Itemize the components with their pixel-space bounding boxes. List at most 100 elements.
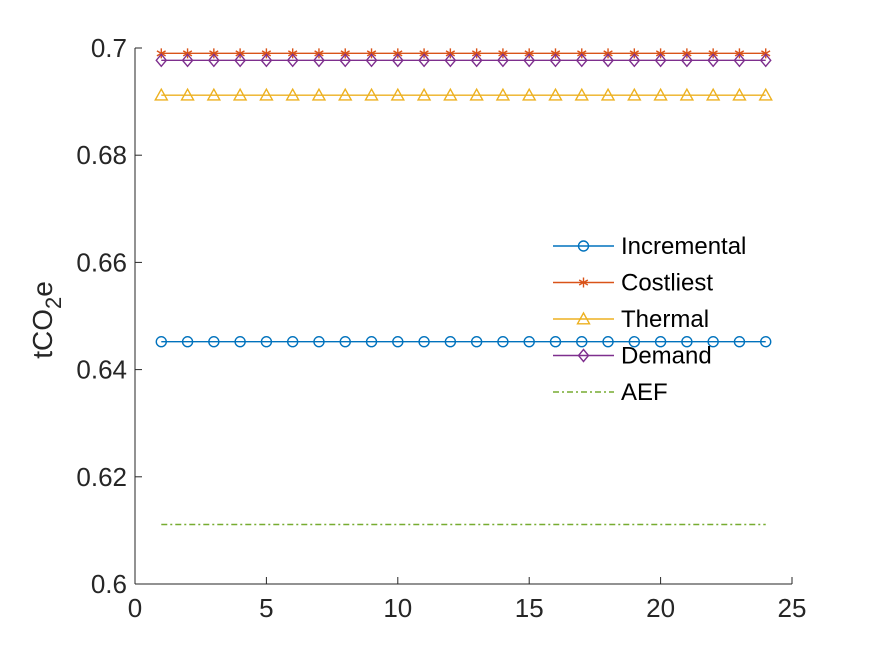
data-point — [733, 53, 746, 68]
data-point — [313, 53, 325, 68]
x-tick-label: 5 — [259, 593, 273, 623]
y-tick-label: 0.6 — [91, 569, 127, 599]
data-point — [575, 53, 588, 68]
legend-marker — [576, 311, 591, 325]
data-point — [549, 336, 562, 348]
legend-marker — [578, 277, 589, 288]
data-point — [679, 87, 695, 101]
data-point — [759, 53, 772, 68]
data-point — [208, 336, 220, 348]
data-point — [602, 336, 614, 348]
data-point — [574, 87, 589, 101]
data-point — [365, 53, 378, 68]
data-point — [444, 53, 457, 68]
data-point — [418, 53, 430, 68]
x-tick-label: 15 — [515, 593, 544, 623]
x-tick-label: 25 — [778, 593, 807, 623]
y-tick-label: 0.62 — [76, 462, 127, 492]
data-point — [206, 87, 222, 101]
data-point — [154, 87, 169, 101]
series-demand — [155, 53, 772, 68]
data-point — [523, 336, 535, 348]
legend-label: Costliest — [621, 270, 713, 297]
data-point — [286, 53, 299, 68]
data-point — [707, 53, 720, 68]
data-point — [365, 336, 378, 348]
data-point — [285, 87, 300, 101]
legend: Incremental Costliest Thermal Demand AEF — [553, 233, 746, 406]
data-point — [522, 87, 537, 101]
data-point — [628, 53, 641, 68]
legend-marker — [577, 240, 590, 252]
data-point — [495, 87, 511, 101]
legend-label: Demand — [621, 343, 712, 370]
data-point — [470, 336, 483, 348]
series-thermal — [154, 87, 773, 101]
y-axis-label: tCO2e — [27, 281, 66, 359]
marker-stroke — [578, 279, 589, 286]
data-point — [339, 336, 351, 348]
data-point — [548, 87, 563, 101]
data-point — [416, 87, 432, 101]
axes: 0 5 10 15 20 25 0.6 0.62 0.64 0.66 0.68 0.7 — [76, 33, 806, 623]
data-point — [311, 87, 327, 101]
x-tick-label: 0 — [128, 593, 142, 623]
data-point — [234, 53, 247, 68]
data-point — [392, 336, 404, 348]
legend-entry: Thermal — [553, 306, 709, 333]
data-point — [443, 87, 458, 101]
data-point — [497, 336, 509, 348]
data-point — [181, 336, 194, 348]
data-point — [758, 87, 773, 101]
data-point — [444, 336, 457, 348]
x-tick-label: 20 — [646, 593, 675, 623]
data-point — [497, 53, 509, 68]
data-point — [232, 87, 248, 101]
data-point — [680, 53, 693, 68]
data-point — [627, 87, 642, 101]
data-point — [313, 336, 325, 348]
data-point — [364, 87, 379, 101]
data-point — [628, 336, 641, 348]
legend-label: Incremental — [621, 233, 746, 260]
legend-label: Thermal — [621, 306, 709, 333]
data-point — [180, 87, 195, 101]
series-layer — [154, 48, 773, 526]
data-point — [681, 336, 693, 348]
y-tick-label: 0.66 — [76, 247, 127, 277]
data-point — [707, 336, 719, 348]
data-point — [155, 336, 167, 348]
data-point — [549, 53, 562, 68]
data-point — [705, 87, 721, 101]
data-point — [654, 53, 667, 68]
data-point — [732, 87, 747, 101]
data-point — [760, 336, 772, 348]
data-point — [260, 336, 273, 348]
legend-entry: Demand — [553, 343, 712, 370]
data-point — [286, 336, 299, 348]
data-point — [469, 87, 484, 101]
data-point — [418, 336, 430, 348]
data-point — [339, 53, 352, 68]
data-point — [470, 53, 483, 68]
legend-entry: Costliest — [553, 270, 713, 297]
legend-marker — [577, 348, 590, 363]
data-point — [338, 87, 353, 101]
data-point — [653, 87, 668, 101]
data-point — [260, 53, 273, 68]
data-point — [259, 87, 274, 101]
series-costliest — [156, 48, 771, 59]
data-point — [207, 53, 220, 68]
data-point — [600, 87, 616, 101]
data-point — [523, 53, 536, 68]
x-tick-label: 10 — [383, 593, 412, 623]
data-point — [602, 53, 614, 68]
data-point — [155, 53, 168, 68]
data-point — [390, 87, 405, 101]
data-point — [181, 53, 194, 68]
series-incremental — [155, 336, 772, 348]
legend-label: AEF — [621, 379, 668, 406]
data-point — [391, 53, 404, 68]
y-tick-label: 0.7 — [91, 33, 127, 63]
data-point — [733, 336, 746, 348]
